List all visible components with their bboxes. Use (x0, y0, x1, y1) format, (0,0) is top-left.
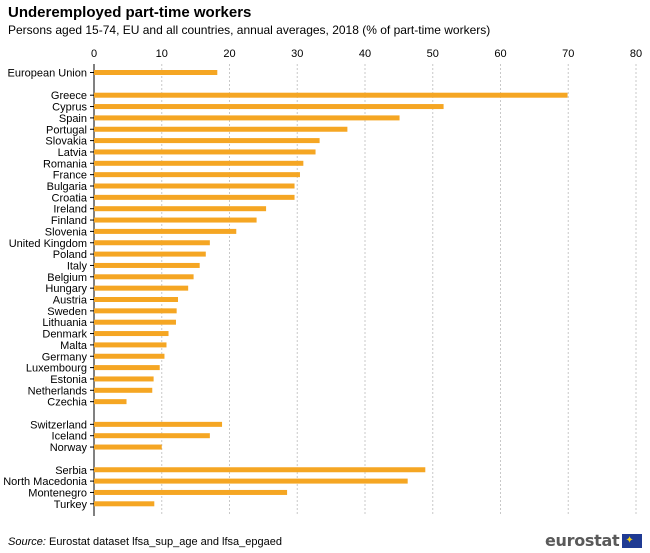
category-label: Italy (67, 260, 88, 272)
category-label: Slovakia (45, 136, 87, 148)
bar (94, 467, 426, 473)
bar (94, 104, 444, 110)
bar (94, 206, 267, 212)
category-label: Norway (50, 442, 88, 454)
bar (94, 478, 408, 484)
bar (94, 149, 316, 155)
bar (94, 342, 167, 348)
category-label: Austria (53, 295, 88, 307)
category-label: Ireland (53, 204, 87, 216)
tick-label: 40 (359, 48, 371, 60)
bar (94, 319, 176, 325)
bar (94, 365, 160, 371)
category-label: Hungary (45, 283, 87, 295)
category-label: Latvia (58, 147, 88, 159)
bar (94, 308, 177, 314)
bar (94, 501, 155, 507)
bar (94, 285, 189, 291)
category-label: Poland (53, 249, 87, 261)
category-label: Finland (51, 215, 87, 227)
bar (94, 126, 348, 132)
tick-label: 50 (427, 48, 439, 60)
category-label: Lithuania (42, 317, 88, 329)
category-label: Greece (51, 90, 87, 102)
tick-label: 30 (291, 48, 303, 60)
category-label: Luxembourg (26, 363, 87, 375)
category-label: Slovenia (45, 226, 88, 238)
bar (94, 138, 320, 144)
category-label: Germany (42, 351, 88, 363)
category-label: European Union (7, 68, 87, 80)
category-label: Netherlands (28, 385, 88, 397)
bar (94, 228, 237, 234)
category-label: Turkey (54, 499, 88, 511)
category-label: United Kingdom (9, 238, 87, 250)
source-note: Source: Eurostat dataset lfsa_sup_age an… (8, 536, 282, 548)
chart-subtitle: Persons aged 15-74, EU and all countries… (8, 23, 491, 37)
bar (94, 172, 300, 178)
category-label: Iceland (52, 431, 87, 443)
bar (94, 376, 154, 382)
bar (94, 240, 210, 246)
category-label: France (53, 170, 87, 182)
category-label: Romania (43, 158, 88, 170)
tick-label: 10 (156, 48, 168, 60)
eurostat-logo: eurostat ✦ (545, 531, 643, 550)
bar (94, 387, 153, 393)
category-label: Bulgaria (47, 181, 88, 193)
category-label: North Macedonia (3, 476, 88, 488)
category-label: Sweden (47, 306, 87, 318)
bar (94, 251, 206, 257)
source-label: Source: (8, 536, 46, 548)
category-label: Malta (60, 340, 88, 352)
bar (94, 70, 218, 75)
category-label: Portugal (46, 124, 87, 136)
bar (94, 421, 223, 427)
bar (94, 183, 295, 189)
bar (94, 297, 179, 302)
bar (94, 433, 210, 439)
logo-text: eurostat (545, 531, 620, 550)
source-text: Eurostat dataset lfsa_sup_age and lfsa_e… (45, 536, 282, 548)
bar (94, 444, 162, 450)
tick-label: 80 (630, 48, 642, 60)
tick-label: 70 (562, 48, 574, 60)
bar (94, 353, 165, 359)
category-label: Belgium (47, 272, 87, 284)
category-label: Estonia (50, 374, 88, 386)
category-label: Croatia (52, 192, 88, 204)
bar (94, 399, 127, 405)
bar (94, 274, 194, 280)
bar (94, 331, 169, 337)
chart-title: Underemployed part-time workers (8, 4, 252, 21)
category-label: Montenegro (28, 487, 87, 499)
category-label: Denmark (42, 329, 87, 341)
bar (94, 92, 568, 98)
tick-label: 60 (494, 48, 506, 60)
category-label: Cyprus (52, 102, 87, 114)
category-label: Czechia (47, 397, 88, 409)
eu-flag-icon: ✦ (622, 533, 643, 548)
bar (94, 115, 400, 121)
category-label: Switzerland (30, 419, 87, 431)
bar (94, 217, 257, 223)
tick-label: 0 (91, 48, 97, 60)
category-label: Serbia (55, 465, 88, 477)
category-label: Spain (59, 113, 87, 125)
bar (94, 194, 295, 200)
bar (94, 489, 288, 495)
tick-label: 20 (223, 48, 235, 60)
bar (94, 262, 200, 268)
bar (94, 160, 304, 166)
